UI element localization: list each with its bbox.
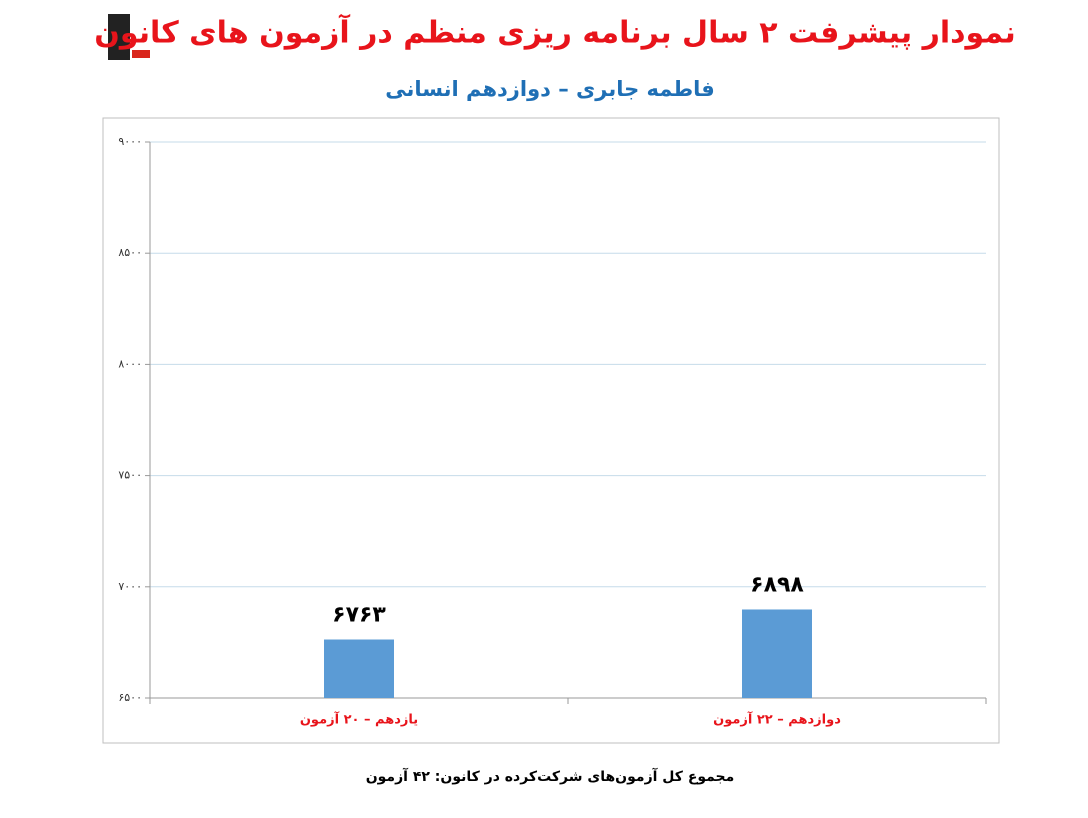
y-tick-label: ۹۰۰۰ <box>118 135 142 148</box>
footnote: مجموع کل آزمون‌های شرکت‌کرده در کانون: ۴… <box>366 767 735 785</box>
logo <box>108 14 150 60</box>
y-tick-label: ۷۵۰۰ <box>118 469 142 482</box>
y-tick-label: ۷۰۰۰ <box>118 580 142 593</box>
value-label: ۶۸۹۸ <box>750 572 804 597</box>
y-tick-label: ۸۰۰۰ <box>118 357 142 370</box>
chart-title: نمودار پیشرفت ۲ سال برنامه ریزی منظم در … <box>94 14 1015 51</box>
y-tick-label: ۸۵۰۰ <box>118 246 142 259</box>
logo-figure <box>108 14 130 60</box>
y-tick-label: ۶۵۰۰ <box>118 691 142 704</box>
logo-badge <box>132 50 150 58</box>
x-tick-label: دوازدهم – ۲۲ آزمون <box>713 711 841 728</box>
chart-frame <box>102 117 1000 744</box>
bar <box>742 609 812 698</box>
bar <box>324 639 394 698</box>
value-label: ۶۷۶۳ <box>332 603 386 628</box>
x-tick-label: یازدهم – ۲۰ آزمون <box>300 711 418 728</box>
chart-subtitle: فاطمه جابری – دوازدهم انسانی <box>385 77 715 101</box>
